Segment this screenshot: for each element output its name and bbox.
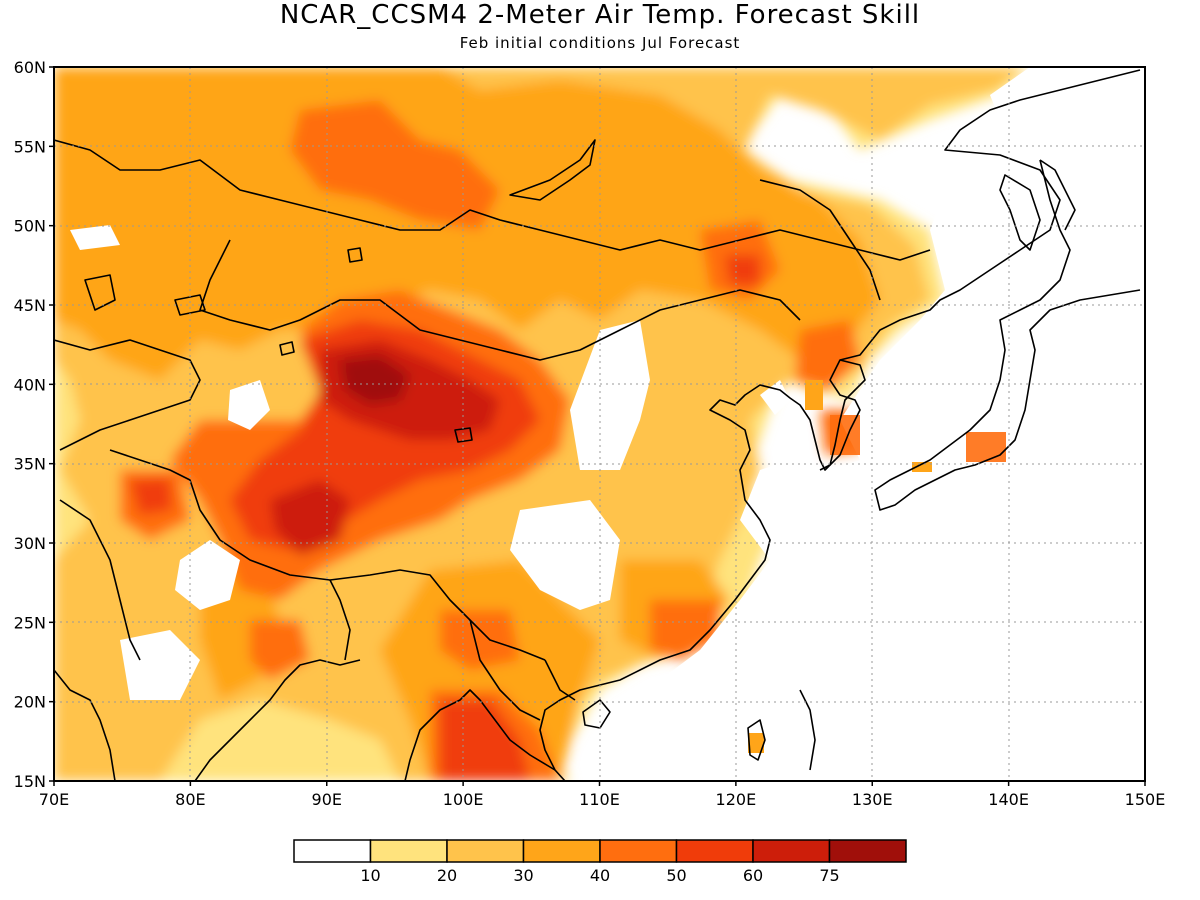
- lat-tick-label: 50N: [14, 217, 46, 236]
- lat-tick-label: 55N: [14, 137, 46, 156]
- colorbar-swatch: [752, 839, 831, 863]
- lon-tick-label: 120E: [716, 790, 757, 809]
- colorbar-swatch: [675, 839, 754, 863]
- lat-tick-label: 30N: [14, 534, 46, 553]
- colorbar-label: 75: [819, 866, 839, 885]
- colorbar-label: 40: [590, 866, 610, 885]
- coastlines-and-borders: [54, 69, 1141, 781]
- colorbar-swatch: [369, 839, 448, 863]
- lon-tick-label: 70E: [39, 790, 69, 809]
- lat-tick-label: 45N: [14, 296, 46, 315]
- map-title: NCAR_CCSM4 2-Meter Air Temp. Forecast Sk…: [279, 0, 921, 30]
- colorbar-swatch: [828, 839, 907, 863]
- lon-tick-label: 140E: [988, 790, 1029, 809]
- lat-lon-grid: [54, 67, 1145, 781]
- lat-tick-label: 40N: [14, 375, 46, 394]
- lat-tick-label: 20N: [14, 693, 46, 712]
- lat-tick-label: 15N: [14, 772, 46, 791]
- colorbar-swatch: [599, 839, 678, 863]
- lon-tick-label: 100E: [443, 790, 484, 809]
- colorbar: 10 20 30 40 50 60 75: [293, 839, 907, 885]
- lon-tick-label: 150E: [1125, 790, 1166, 809]
- lat-tick-label: 35N: [14, 455, 46, 474]
- lon-tick-label: 130E: [852, 790, 893, 809]
- colorbar-swatch: [522, 839, 601, 863]
- lat-tick-label: 25N: [14, 613, 46, 632]
- lon-tick-label: 110E: [579, 790, 620, 809]
- lon-tick-label: 90E: [312, 790, 342, 809]
- colorbar-swatch: [446, 839, 525, 863]
- colorbar-label: 20: [437, 866, 457, 885]
- colorbar-label: 30: [513, 866, 533, 885]
- colorbar-swatch: [293, 839, 372, 863]
- map-subtitle: Feb initial conditions Jul Forecast: [459, 34, 741, 52]
- colorbar-label: 60: [743, 866, 763, 885]
- lon-tick-label: 80E: [175, 790, 205, 809]
- lat-tick-label: 60N: [14, 58, 46, 77]
- skill-shading: [54, 67, 1145, 781]
- colorbar-label: 10: [360, 866, 380, 885]
- colorbar-label: 50: [666, 866, 686, 885]
